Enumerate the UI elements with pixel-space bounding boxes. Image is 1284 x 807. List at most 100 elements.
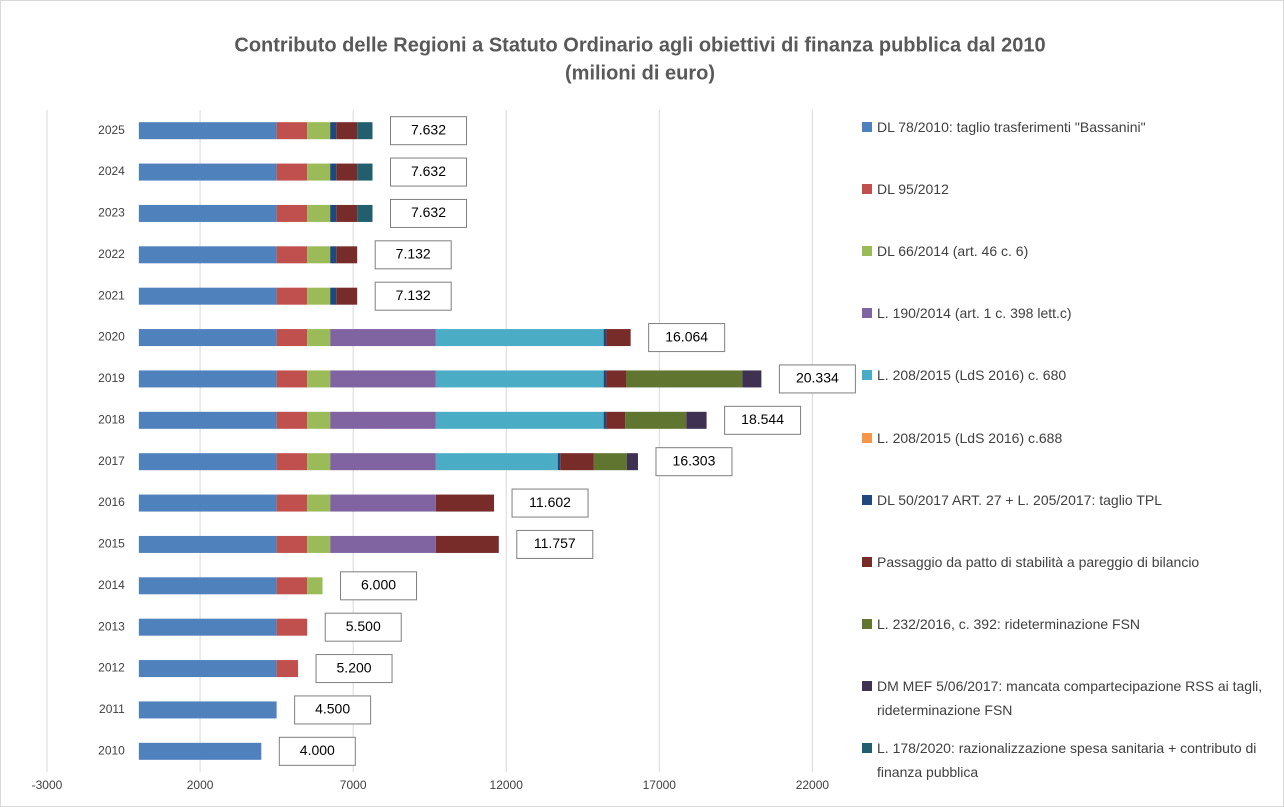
total-label: 4.500	[315, 701, 350, 717]
y-tick-label: 2016	[98, 495, 125, 509]
bar-segment	[276, 122, 308, 140]
total-label: 7.632	[411, 163, 446, 179]
bar-segment	[606, 411, 626, 429]
bar-segment	[138, 204, 277, 222]
bar-segment	[330, 411, 436, 429]
bar-segment	[330, 163, 337, 181]
bar-segment	[276, 329, 308, 347]
bar-segment	[307, 246, 331, 264]
total-label-box	[390, 198, 468, 228]
bar-segment	[276, 618, 308, 636]
bar-segment	[336, 204, 358, 222]
legend-label: DL 50/2017 ART. 27 + L. 205/2017: taglio…	[877, 491, 1163, 508]
y-tick-label: 2020	[98, 330, 125, 344]
total-label-box	[278, 736, 356, 766]
legend-swatch	[862, 680, 872, 691]
total-label-box	[390, 116, 468, 146]
bar-segment	[435, 494, 495, 512]
legend-label: Passaggio da patto di stabilità a paregg…	[877, 553, 1200, 570]
bar-segment	[357, 122, 373, 140]
bar-segment	[307, 287, 331, 305]
bar-segment	[276, 370, 308, 388]
total-label-box	[315, 654, 393, 684]
total-label: 5.500	[346, 618, 381, 634]
bar-segment	[435, 370, 604, 388]
legend-label: DM MEF 5/06/2017: mancata compartecipazi…	[877, 677, 1263, 718]
legend-swatch	[862, 432, 872, 443]
bar-segment	[603, 411, 607, 429]
total-label: 18.544	[741, 411, 784, 427]
bar-segment	[138, 742, 262, 760]
legend-item: DL 50/2017 ART. 27 + L. 205/2017: taglio…	[860, 488, 1280, 512]
bar-segment	[330, 329, 436, 347]
bar-segment	[336, 122, 358, 140]
bar-segment	[357, 163, 373, 181]
y-tick-label: 2017	[98, 454, 125, 468]
bar-segment	[276, 411, 308, 429]
y-tick-label: 2019	[98, 371, 125, 385]
y-tick-label: 2010	[98, 743, 125, 757]
total-label: 20.334	[796, 370, 839, 386]
bar-segment	[138, 453, 277, 471]
bar-segment	[276, 246, 308, 264]
legend-item: L. 208/2015 (LdS 2016) c.688	[860, 426, 1280, 450]
x-tick-label: 17000	[643, 778, 677, 792]
bar-segment	[336, 246, 358, 264]
total-label-box	[324, 612, 402, 642]
bar-segment	[603, 370, 607, 388]
bar-segment	[276, 577, 308, 595]
bar-segment	[307, 411, 331, 429]
total-label-box	[390, 157, 468, 187]
bar-segment	[138, 701, 277, 719]
bar-segment	[435, 411, 604, 429]
legend-item: L. 190/2014 (art. 1 c. 398 lett.c)	[860, 301, 1280, 325]
total-label-box	[340, 571, 418, 601]
legend-swatch	[862, 743, 872, 753]
legend-item: L. 232/2016, c. 392: rideterminazione FS…	[860, 612, 1280, 636]
bar-segment	[330, 204, 337, 222]
legend-item: DM MEF 5/06/2017: mancata compartecipazi…	[860, 674, 1280, 722]
y-tick-label: 2023	[98, 206, 125, 220]
total-label-box	[511, 488, 589, 518]
y-tick-label: 2014	[98, 578, 125, 592]
legend-swatch	[862, 618, 872, 629]
total-label: 7.132	[396, 246, 431, 262]
bar-segment	[686, 411, 707, 429]
legend-swatch	[862, 494, 872, 505]
total-label: 6.000	[361, 577, 396, 593]
bar-segment	[435, 535, 499, 553]
bar-segment	[330, 370, 436, 388]
bar-segment	[307, 535, 331, 553]
chart-title: Contributo delle Regioni a Statuto Ordin…	[234, 34, 1045, 56]
bar-segment	[307, 122, 331, 140]
bar-segment	[276, 535, 308, 553]
bar-segment	[276, 660, 299, 678]
legend-label: DL 66/2014 (art. 46 c. 6)	[877, 243, 1029, 260]
legend-label: L. 190/2014 (art. 1 c. 398 lett.c)	[877, 305, 1072, 322]
y-tick-label: 2025	[98, 123, 125, 137]
bar-segment	[138, 660, 277, 678]
total-label: 7.632	[411, 121, 446, 137]
bar-segment	[560, 453, 594, 471]
total-label: 7.132	[396, 287, 431, 303]
bar-segment	[330, 246, 337, 264]
total-label: 7.632	[411, 204, 446, 220]
total-label: 16.303	[673, 452, 716, 468]
bar-segment	[330, 122, 337, 140]
legend-swatch	[862, 122, 872, 132]
bar-segment	[138, 535, 277, 553]
x-tick-label: 2000	[187, 778, 214, 792]
bar-segment	[276, 204, 308, 222]
total-label: 11.602	[529, 494, 571, 510]
bar-segment	[435, 453, 558, 471]
legend-label: L. 232/2016, c. 392: rideterminazione FS…	[877, 615, 1141, 632]
bar-segment	[330, 535, 436, 553]
bar-segment	[276, 287, 308, 305]
bar-segment	[307, 329, 331, 347]
chart-subtitle: (milioni di euro)	[565, 62, 715, 84]
bar-segment	[138, 494, 277, 512]
legend-item: Passaggio da patto di stabilità a paregg…	[860, 550, 1280, 574]
bar-segment	[276, 494, 308, 512]
legend-label: L. 208/2015 (LdS 2016) c. 680	[877, 367, 1067, 384]
legend-item: DL 95/2012	[860, 177, 1280, 201]
